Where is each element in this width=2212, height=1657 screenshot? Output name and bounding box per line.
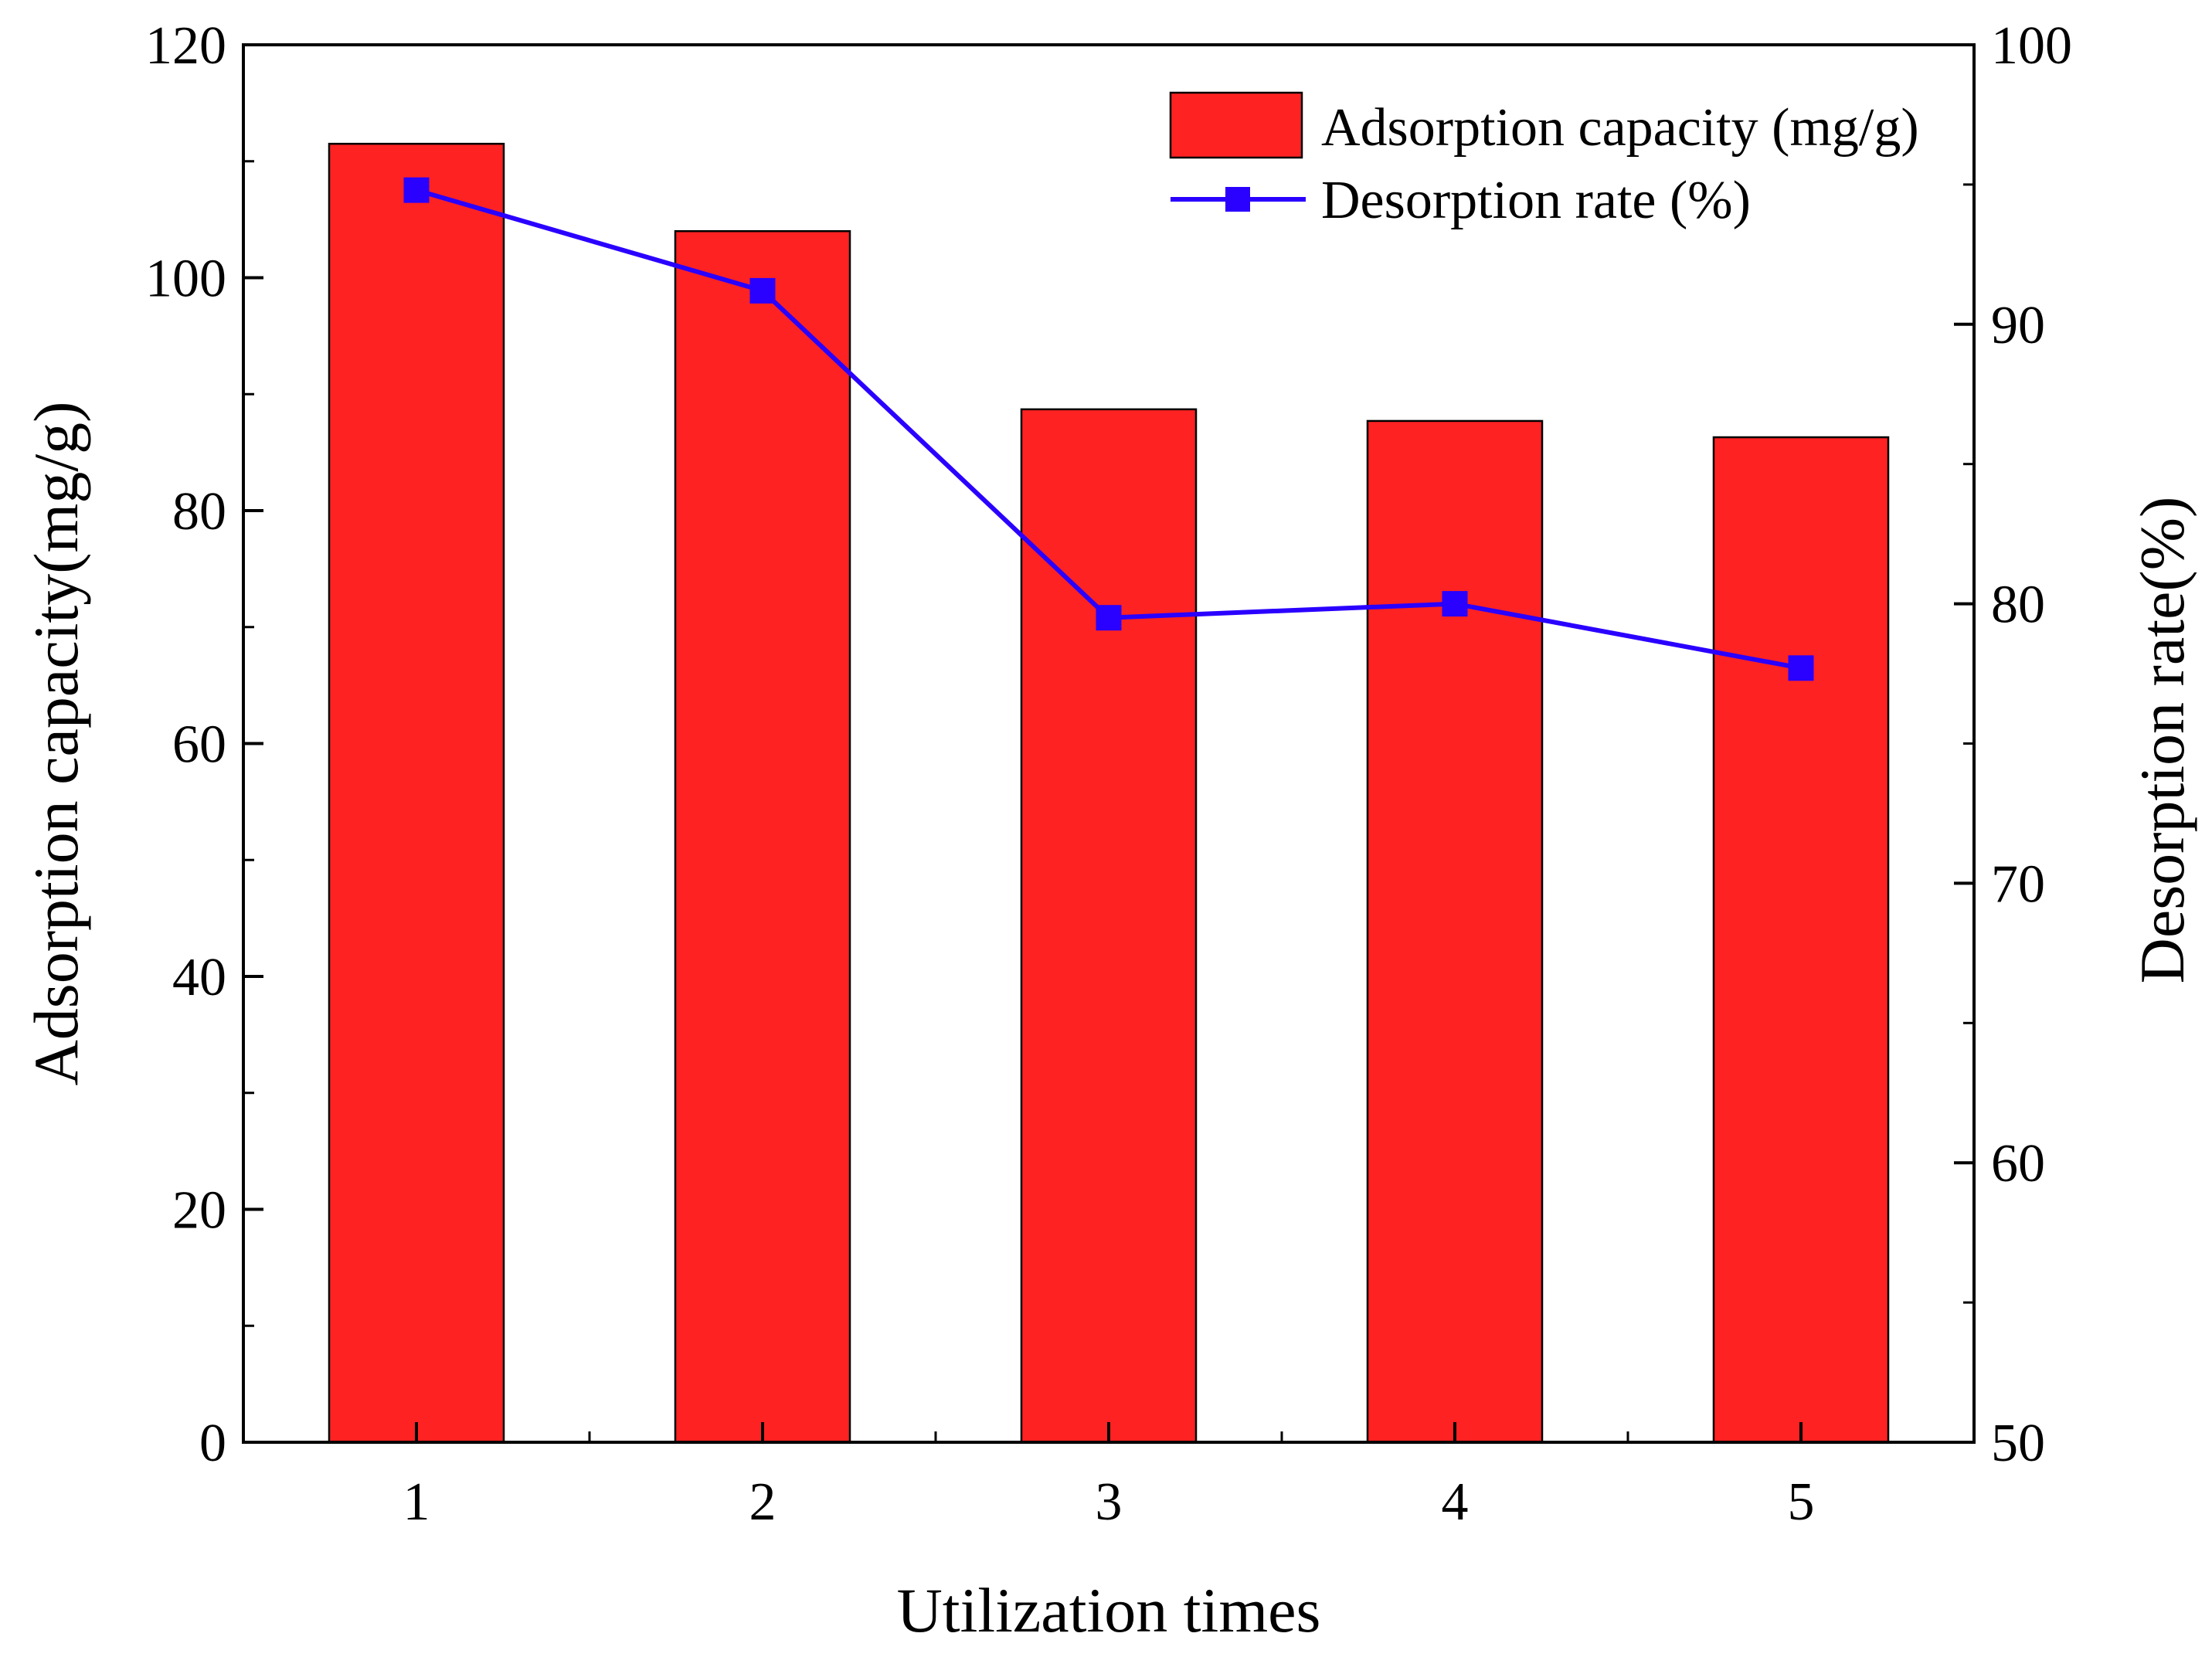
x-axis-title: Utilization times: [897, 1575, 1321, 1645]
x-tick-label-4: 4: [1442, 1472, 1469, 1532]
legend-swatch-adsorption-capacity: [1169, 91, 1303, 159]
bars-layer: [328, 142, 1890, 1444]
y-left-tick-label-80: 80: [172, 482, 226, 542]
legend: Adsorption capacity (mg/g) Desorption rat…: [1169, 91, 1919, 230]
y-right-tick-label-70: 70: [1991, 854, 2045, 914]
axes-layer: 0 20 40 60 80 100 120 50 60 70 80 90 100 1 2 3 4 5 Utiliza…: [21, 16, 2197, 1645]
marker-desorption-rate-5: [1788, 655, 1814, 681]
x-tick-label-2: 2: [749, 1472, 776, 1532]
legend-label-adsorption-capacity: Adsorption capacity (mg/g): [1321, 98, 1919, 158]
y-left-tick-label-120: 120: [145, 16, 226, 76]
bar-adsorption-capacity-1: [328, 142, 505, 1444]
y-right-tick-label-80: 80: [1991, 576, 2045, 635]
marker-desorption-rate-2: [749, 277, 776, 304]
bar-adsorption-capacity-3: [1020, 408, 1198, 1444]
marker-desorption-rate-3: [1096, 605, 1122, 631]
y-right-tick-label-60: 60: [1991, 1134, 2045, 1194]
x-tick-label-1: 1: [403, 1472, 430, 1532]
legend-marker-desorption-rate: [1225, 187, 1250, 212]
marker-desorption-rate-4: [1442, 591, 1468, 617]
y-right-tick-label-90: 90: [1991, 296, 2045, 355]
y-left-tick-label-100: 100: [145, 250, 226, 309]
bar-adsorption-capacity-5: [1712, 436, 1890, 1444]
line-layer: [403, 177, 1814, 681]
x-tick-label-3: 3: [1096, 1472, 1123, 1532]
y-right-tick-label-100: 100: [1991, 16, 2072, 76]
bar-adsorption-capacity-4: [1366, 419, 1544, 1444]
y-left-tick-label-60: 60: [172, 715, 226, 775]
marker-desorption-rate-1: [403, 177, 430, 203]
legend-label-desorption-rate: Desorption rate (%): [1321, 171, 1751, 230]
y-left-axis-title: Adsorption capacity(mg/g): [21, 402, 91, 1086]
y-left-tick-label-20: 20: [172, 1181, 226, 1241]
x-tick-label-5: 5: [1788, 1472, 1815, 1532]
y-left-tick-label-40: 40: [172, 948, 226, 1007]
y-right-tick-label-50: 50: [1991, 1414, 2045, 1473]
y-left-tick-label-0: 0: [199, 1414, 226, 1473]
bar-adsorption-capacity-2: [674, 229, 851, 1444]
y-right-axis-title: Desorption rate(%): [2127, 497, 2197, 984]
